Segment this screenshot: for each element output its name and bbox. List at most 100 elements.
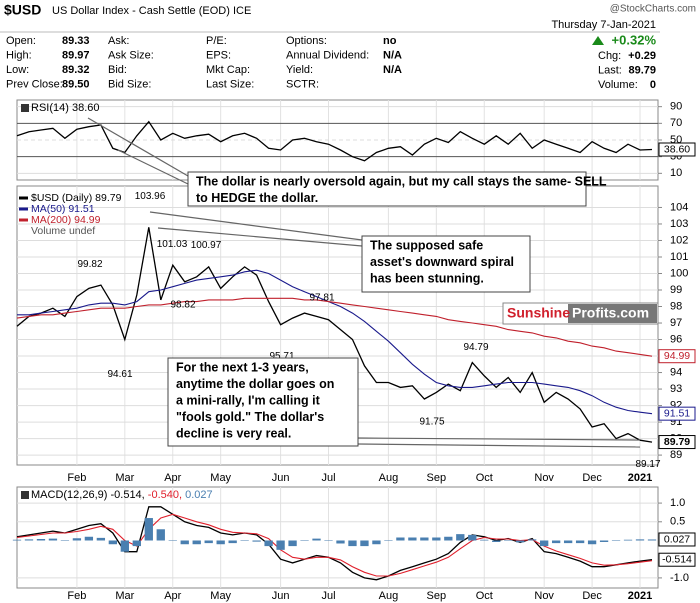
histogram-bar	[432, 537, 441, 541]
y-tick-label: 104	[670, 201, 688, 213]
info-label: P/E:	[206, 35, 227, 47]
histogram-bar	[276, 540, 285, 550]
info-value: 0	[650, 79, 656, 91]
info-value: 89.33	[62, 35, 90, 47]
legend-entry: Volume undef	[31, 225, 95, 237]
histogram-bar	[60, 540, 70, 541]
info-value: N/A	[383, 64, 402, 76]
last-hist: 0.027	[664, 533, 690, 545]
callout-arrow	[357, 443, 641, 448]
x-tick-label: Nov	[534, 590, 554, 602]
histogram-bar	[408, 537, 417, 541]
info-label: EPS:	[206, 49, 231, 61]
callout-text: asset's downward spiral	[370, 255, 514, 269]
histogram-bar	[348, 540, 357, 547]
price-label: 103.96	[135, 191, 166, 202]
price-label: 95.71	[269, 351, 294, 362]
symbol: $USD	[4, 2, 41, 18]
callout-arrow	[157, 227, 363, 247]
histogram-bar	[528, 539, 537, 541]
legend-entry: MA(50) 91.51	[31, 203, 95, 215]
series-line	[16, 513, 653, 577]
histogram-bar	[84, 536, 94, 541]
histogram-bar	[575, 540, 585, 544]
x-tick-label: Jun	[272, 590, 290, 602]
histogram-bar	[108, 540, 118, 545]
histogram-bar	[336, 540, 345, 544]
x-tick-label: 2021	[628, 590, 652, 602]
panel-legend: RSI(14) 38.60	[31, 102, 99, 114]
info-label: High:	[6, 49, 32, 61]
legend-part: 0.027	[185, 489, 213, 501]
last-ma50: 91.51	[664, 407, 690, 419]
x-tick-label: Aug	[379, 590, 399, 602]
x-tick-label: Dec	[582, 590, 602, 602]
histogram-bar	[372, 540, 381, 545]
histogram-bar	[132, 540, 141, 547]
callout-text: to HEDGE the dollar.	[196, 191, 318, 205]
histogram-bar	[599, 540, 609, 542]
histogram-bar	[396, 537, 405, 541]
callout-text: decline is very real.	[176, 426, 291, 440]
info-value: 89.50	[62, 78, 90, 90]
x-tick-label: Oct	[476, 472, 493, 484]
histogram-bar	[204, 540, 213, 544]
last-ma50-box	[658, 406, 696, 421]
callout-text: a mini-rally, I'm calling it	[176, 393, 321, 407]
histogram-bar	[635, 539, 645, 541]
histogram-bar	[264, 540, 273, 547]
histogram-bar	[96, 537, 106, 541]
histogram-bar	[623, 539, 633, 541]
callout-text: anytime the dollar goes on	[176, 377, 334, 391]
info-label: Low:	[6, 64, 29, 76]
histogram-bar	[516, 540, 525, 543]
series-line	[16, 297, 653, 357]
callout-text: "fools gold." The dollar's	[176, 410, 324, 424]
histogram-bar	[228, 540, 237, 544]
histogram-bar	[36, 538, 46, 541]
last-ma200-box	[658, 349, 696, 364]
info-value: +0.29	[628, 50, 656, 62]
histogram-bar	[24, 539, 34, 541]
histogram-bar	[611, 540, 621, 541]
histogram-bar	[144, 518, 153, 541]
x-tick-label: Oct	[476, 590, 493, 602]
last-rsi-box	[658, 142, 696, 157]
histogram-bar	[456, 534, 465, 541]
x-tick-label: Sep	[427, 590, 447, 602]
callout-text: For the next 1-3 years,	[176, 360, 309, 374]
x-tick-label: Dec	[582, 472, 602, 484]
callout-arrow	[357, 437, 641, 441]
callout-text: The supposed safe	[370, 238, 483, 252]
x-tick-label: Jul	[321, 472, 335, 484]
price-label: 94.79	[463, 342, 488, 353]
legend-part: MACD(12,26,9)	[31, 489, 107, 501]
histogram-bar	[480, 539, 489, 541]
histogram-bar	[12, 539, 22, 541]
price-label: 97.81	[309, 292, 334, 303]
histogram-bar	[420, 537, 429, 541]
y-tick-label: 101	[670, 251, 688, 263]
histogram-bar	[120, 540, 129, 552]
histogram-bar	[587, 540, 597, 545]
last-price-box	[658, 435, 696, 450]
y-tick-label: 70	[670, 117, 682, 129]
x-tick-label: May	[210, 472, 231, 484]
x-tick-label: 2021	[628, 472, 652, 484]
info-value: 89.32	[62, 64, 90, 76]
histogram-bar	[180, 540, 189, 545]
price-label: 91.75	[419, 416, 444, 427]
y-tick-label: 103	[670, 218, 688, 230]
y-tick-label: 94	[670, 366, 682, 378]
info-value: N/A	[383, 49, 402, 61]
info-label: Annual Dividend:	[286, 49, 369, 61]
histogram-bar	[540, 540, 549, 547]
price-label: 89.17	[635, 459, 660, 470]
callout-arrow	[149, 211, 363, 241]
histogram-bar	[252, 540, 261, 542]
last-ma200: 94.99	[664, 350, 690, 362]
up-arrow	[592, 36, 604, 45]
info-label: Prev Close:	[6, 78, 63, 90]
